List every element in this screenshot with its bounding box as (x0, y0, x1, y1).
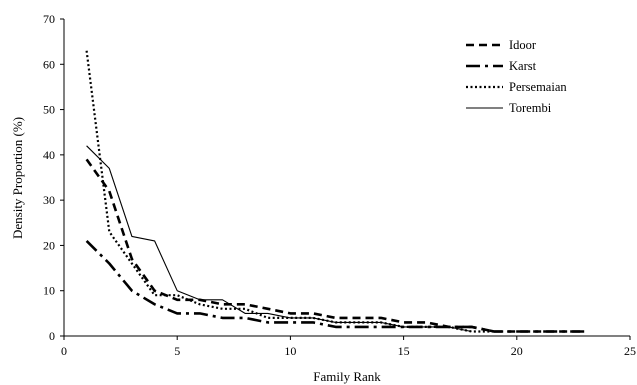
legend: Idoor Karst Persemaian Torembi (466, 38, 567, 115)
legend-label-idoor: Idoor (509, 38, 537, 52)
x-axis-title: Family Rank (313, 369, 381, 384)
series-line-karst (85, 239, 585, 333)
legend-label-karst: Karst (509, 59, 537, 73)
y-ticks: 0 10 20 30 40 50 60 70 (43, 12, 64, 343)
x-tick-label: 10 (284, 344, 296, 358)
x-tick-label: 25 (624, 344, 636, 358)
series-line-persemaian (85, 50, 495, 333)
x-ticks: 0 5 10 15 20 25 (61, 336, 636, 358)
y-tick-label: 30 (43, 193, 55, 207)
y-tick-label: 60 (43, 57, 55, 71)
y-tick-label: 40 (43, 148, 55, 162)
y-tick-label: 50 (43, 103, 55, 117)
legend-label-persemaian: Persemaian (509, 80, 567, 94)
series-line-torembi (86, 145, 472, 333)
x-tick-label: 20 (511, 344, 523, 358)
y-axis-title: Density Proportion (%) (10, 117, 25, 239)
series-layer (85, 50, 585, 333)
x-tick-label: 5 (174, 344, 180, 358)
legend-label-torembi: Torembi (509, 101, 552, 115)
x-tick-label: 0 (61, 344, 67, 358)
x-tick-label: 15 (398, 344, 410, 358)
y-tick-label: 0 (49, 329, 55, 343)
y-tick-label: 10 (43, 284, 55, 298)
y-tick-label: 70 (43, 12, 55, 26)
y-tick-label: 20 (43, 238, 55, 252)
